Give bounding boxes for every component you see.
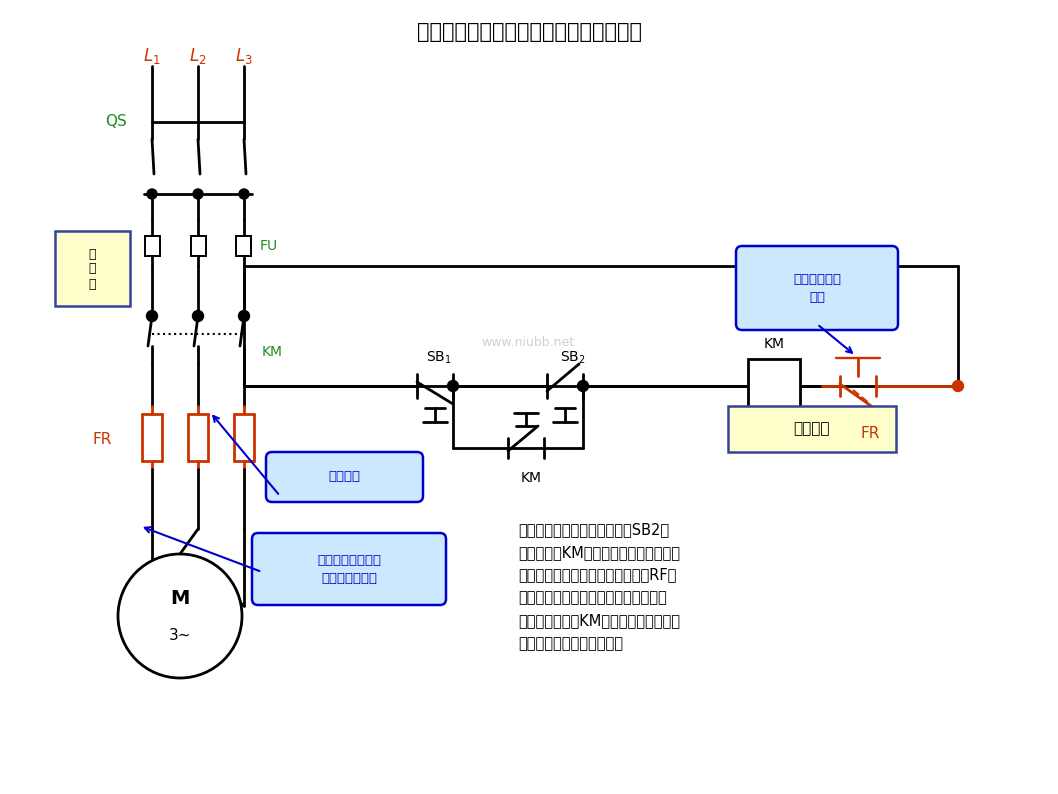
- Circle shape: [952, 380, 964, 391]
- Text: KM: KM: [521, 471, 542, 485]
- Text: SB$_2$: SB$_2$: [560, 350, 586, 366]
- Text: 电流成回路，只要
接两相就可以了: 电流成回路，只要 接两相就可以了: [317, 553, 381, 584]
- Text: KM: KM: [262, 345, 282, 359]
- Text: 电动机单向连续运转加过载保护控制电路: 电动机单向连续运转加过载保护控制电路: [417, 22, 641, 42]
- Text: 3~: 3~: [168, 629, 191, 643]
- FancyBboxPatch shape: [266, 452, 423, 502]
- Circle shape: [239, 189, 249, 199]
- Circle shape: [193, 189, 203, 199]
- Text: SB$_1$: SB$_1$: [426, 350, 452, 366]
- Text: 热继电器常闭
触头: 热继电器常闭 触头: [794, 272, 841, 303]
- Text: $L_1$: $L_1$: [143, 46, 161, 66]
- FancyBboxPatch shape: [252, 533, 446, 605]
- Bar: [728, 406, 896, 452]
- Bar: [145, 236, 160, 256]
- Text: KM: KM: [764, 337, 784, 352]
- Circle shape: [238, 310, 250, 322]
- Text: $L_2$: $L_2$: [189, 46, 206, 66]
- Bar: [190, 236, 205, 256]
- Text: 控制电路: 控制电路: [794, 422, 831, 437]
- Circle shape: [146, 310, 158, 322]
- Text: FU: FU: [260, 239, 278, 253]
- Circle shape: [578, 380, 588, 391]
- Bar: [748, 359, 800, 414]
- Text: $L_3$: $L_3$: [235, 46, 253, 66]
- Bar: [55, 231, 130, 306]
- Text: FR: FR: [860, 426, 879, 441]
- Text: www.niubb.net: www.niubb.net: [481, 336, 574, 349]
- Text: QS: QS: [105, 114, 127, 129]
- Text: 工作原理：启动电机时先按下SB2，
拉触器线圈KM得电，电机正常运行。当
电机欠压缺相或过载时，电流增大RF热
继电器受热动作，热继电器常闭触点断
开，接触器线: 工作原理：启动电机时先按下SB2， 拉触器线圈KM得电，电机正常运行。当 电机欠…: [518, 522, 680, 651]
- Text: 主
电
路: 主 电 路: [89, 248, 96, 291]
- Text: M: M: [170, 589, 189, 608]
- Circle shape: [118, 554, 242, 678]
- Text: 发热元件: 发热元件: [328, 471, 361, 484]
- Text: FR: FR: [92, 431, 111, 446]
- Circle shape: [147, 189, 157, 199]
- Bar: [237, 236, 252, 256]
- Circle shape: [193, 310, 203, 322]
- FancyBboxPatch shape: [736, 246, 898, 330]
- Circle shape: [448, 380, 458, 391]
